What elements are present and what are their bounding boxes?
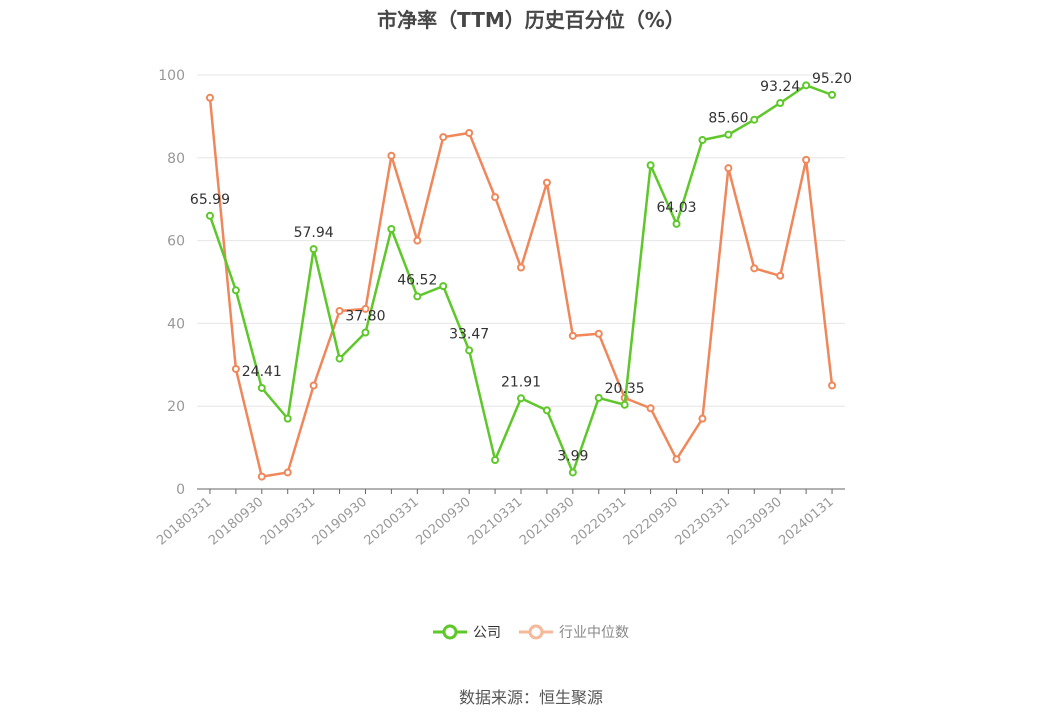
x-tick-label: 20220331 <box>569 495 629 549</box>
y-tick-label: 60 <box>167 234 185 250</box>
company-point <box>309 245 318 254</box>
chart-title: 市净率（TTM）历史百分位（%） <box>377 8 685 32</box>
company-point <box>646 161 655 170</box>
industry-point <box>491 193 500 202</box>
company-point <box>828 90 837 99</box>
company-point <box>387 225 396 234</box>
industry-point <box>750 264 759 273</box>
industry-point <box>542 178 551 187</box>
legend-item-company[interactable]: 公司 <box>433 622 501 642</box>
company-point <box>205 211 214 220</box>
company-point <box>283 414 292 423</box>
x-tick-label: 20210930 <box>517 495 577 549</box>
data-label: 93.24 <box>760 79 800 95</box>
source-note: 数据来源：恒生聚源 <box>458 688 603 707</box>
series-lines <box>205 81 837 481</box>
data-label: 46.52 <box>397 272 437 288</box>
data-label: 3.99 <box>557 448 588 464</box>
company-point <box>672 219 681 228</box>
company-point <box>491 456 500 465</box>
data-label: 57.94 <box>294 225 334 241</box>
industry-point <box>517 263 525 272</box>
industry-point <box>672 455 681 464</box>
industry-point <box>776 271 785 280</box>
x-tick-label: 20220930 <box>621 495 681 549</box>
industry-point <box>257 472 266 481</box>
company-point <box>594 393 603 402</box>
legend-label-industry: 行业中位数 <box>559 625 629 641</box>
y-tick-label: 80 <box>167 151 185 167</box>
company-point <box>698 135 707 144</box>
x-tick-label: 20230930 <box>724 495 784 549</box>
company-point <box>335 354 344 363</box>
data-label: 33.47 <box>449 326 489 342</box>
y-tick-label: 20 <box>167 399 185 415</box>
x-tick-label: 20230331 <box>673 495 733 549</box>
industry-point <box>439 133 448 142</box>
industry-point <box>309 381 318 390</box>
industry-point <box>335 306 344 315</box>
x-tick-label: 20190930 <box>310 495 370 549</box>
company-point <box>542 406 551 415</box>
industry-point <box>802 155 811 164</box>
data-label: 24.41 <box>242 364 282 380</box>
company-point <box>568 468 577 477</box>
company-point <box>724 130 733 139</box>
legend-label-company: 公司 <box>473 625 501 641</box>
legend-industry-marker-icon <box>519 624 553 640</box>
industry-point <box>413 236 422 245</box>
industry-point <box>828 381 837 390</box>
industry-point <box>724 164 733 173</box>
company-point <box>620 400 629 409</box>
data-label: 21.91 <box>501 374 541 390</box>
industry-point <box>465 128 474 137</box>
industry-point <box>205 93 214 102</box>
industry-point <box>594 329 603 338</box>
y-tick-label: 0 <box>176 482 185 498</box>
x-tick-label: 20190331 <box>258 495 318 549</box>
data-label: 95.20 <box>812 71 852 87</box>
data-labels: 65.99 24.41 57.94 37.80 46.52 33.47 21.91 3.99 2… <box>190 71 852 465</box>
company-point <box>776 98 785 107</box>
data-label: 37.80 <box>345 309 385 325</box>
grid-lines <box>197 74 845 407</box>
company-point <box>257 383 266 392</box>
company-point <box>413 292 422 301</box>
y-tick-label: 40 <box>167 316 185 332</box>
x-tick-label: 20200930 <box>413 495 473 549</box>
data-label: 65.99 <box>190 192 230 208</box>
company-point <box>517 394 525 403</box>
legend-item-industry[interactable]: 行业中位数 <box>519 622 629 642</box>
company-point <box>750 115 759 124</box>
x-tick-label: 20240131 <box>776 495 836 549</box>
data-label: 85.60 <box>708 111 748 127</box>
x-tick-label: 20180331 <box>154 495 214 549</box>
industry-point <box>361 304 370 313</box>
industry-point <box>646 404 655 413</box>
x-tick-label: 20180930 <box>206 495 266 549</box>
data-label: 20.35 <box>605 381 645 397</box>
industry-line <box>208 97 834 478</box>
company-line <box>208 84 833 474</box>
industry-point <box>231 364 240 373</box>
industry-point <box>283 468 292 477</box>
x-tick-label: 20200331 <box>362 495 422 549</box>
company-point <box>465 346 474 355</box>
industry-point <box>698 414 707 423</box>
company-point <box>361 328 370 337</box>
x-tick-label: 20210331 <box>465 495 525 549</box>
industry-point <box>568 331 577 340</box>
company-point <box>802 81 811 90</box>
y-tick-label: 100 <box>158 68 185 84</box>
company-point <box>231 286 240 295</box>
legend: 公司 行业中位数 <box>0 622 1062 642</box>
industry-point <box>387 151 396 160</box>
data-label: 64.03 <box>656 200 696 216</box>
company-point <box>439 282 448 291</box>
legend-company-marker-icon <box>433 624 467 640</box>
